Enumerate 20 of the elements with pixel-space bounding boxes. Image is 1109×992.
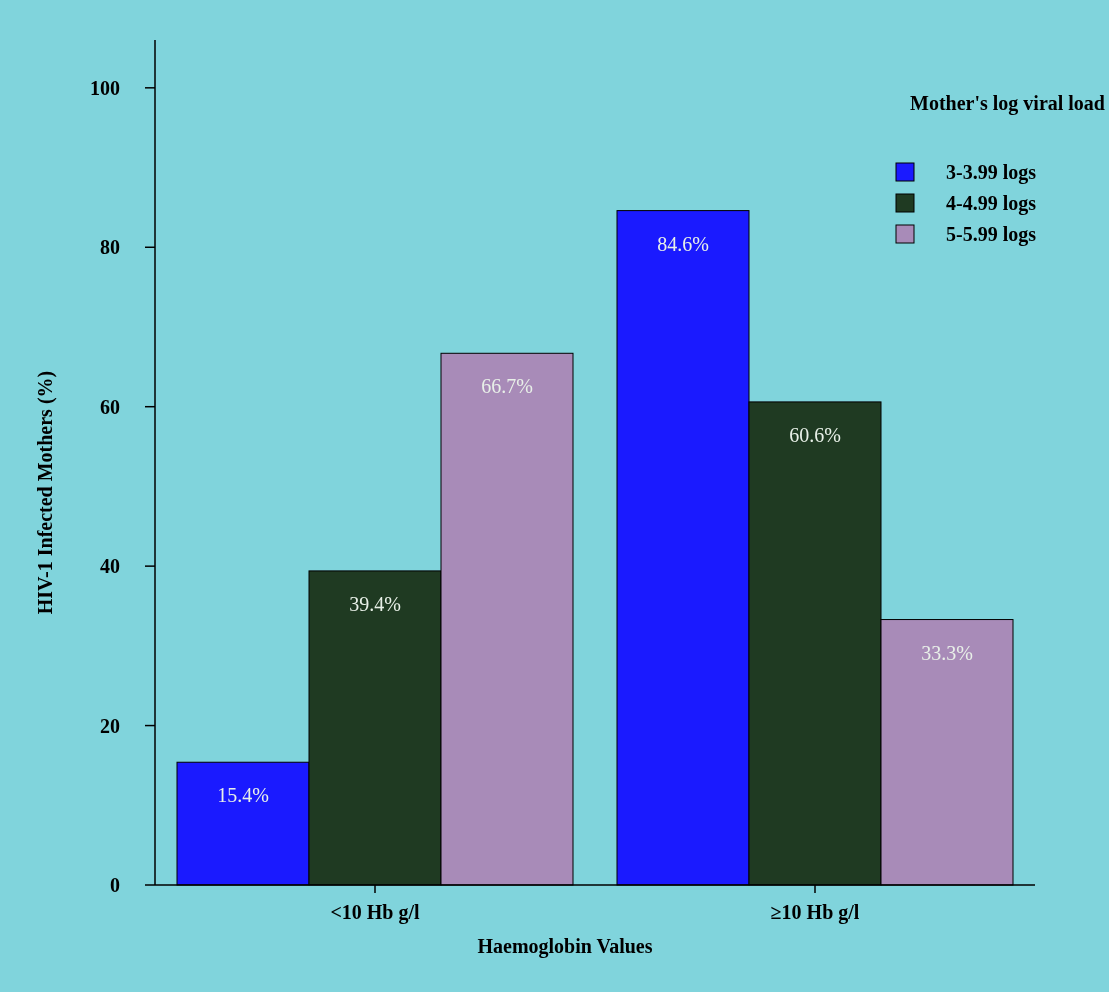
y-tick-label: 0 xyxy=(110,874,120,896)
y-tick-label: 100 xyxy=(90,76,120,99)
x-tick-label: <10 Hb g/l xyxy=(330,901,421,924)
data-label: 60.6% xyxy=(789,423,841,446)
legend-label: 3-3.99 logs xyxy=(946,161,1037,184)
y-tick-label: 20 xyxy=(100,714,120,737)
data-label: 66.7% xyxy=(481,375,533,398)
x-axis-title: Haemoglobin Values xyxy=(477,935,653,958)
y-tick-label: 40 xyxy=(100,555,120,578)
data-label: 15.4% xyxy=(217,784,269,807)
legend-label: 4-4.99 logs xyxy=(946,192,1037,215)
x-tick-label: ≥10 Hb g/l xyxy=(770,901,860,924)
y-tick-label: 60 xyxy=(100,395,120,418)
data-label: 39.4% xyxy=(349,592,401,615)
y-axis-title: HIV-1 Infected Mothers (%) xyxy=(34,370,57,615)
legend-label: 5-5.99 logs xyxy=(946,223,1037,246)
y-tick-label: 80 xyxy=(100,236,120,259)
data-label: 33.3% xyxy=(921,641,973,664)
data-label: 84.6% xyxy=(657,232,709,255)
legend-title: Mother's log viral load xyxy=(910,92,1105,115)
